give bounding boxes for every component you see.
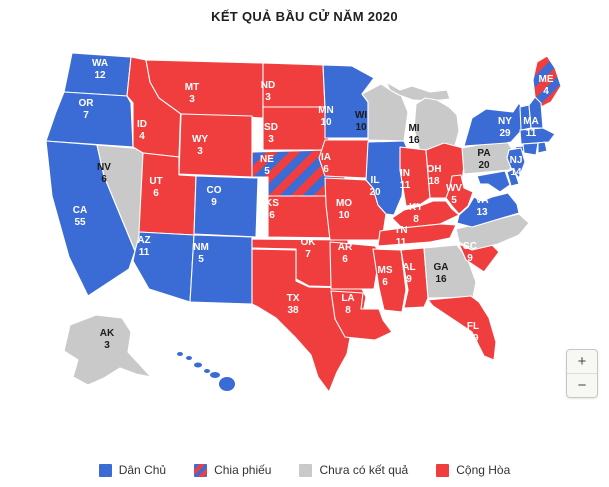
state-NC[interactable]: [455, 213, 530, 251]
state-WI[interactable]: [361, 83, 409, 142]
state-MI[interactable]: [413, 97, 460, 154]
legend-swatch-democrat: [98, 463, 112, 477]
state-NM[interactable]: [189, 234, 253, 305]
state-MI[interactable]: [385, 81, 451, 102]
legend-item-democrat[interactable]: Dân Chủ: [98, 463, 167, 477]
state-RI[interactable]: [537, 141, 548, 154]
state-TN[interactable]: [377, 223, 457, 247]
state-AZ[interactable]: [132, 231, 195, 303]
state-HI[interactable]: [219, 377, 235, 391]
state-HI[interactable]: [177, 352, 183, 356]
map-zoom-controls: + −: [566, 349, 598, 398]
zoom-out-button[interactable]: −: [567, 374, 597, 397]
state-CO[interactable]: [193, 175, 259, 238]
state-ND[interactable]: [262, 62, 326, 108]
state-HI[interactable]: [204, 369, 210, 373]
legend-swatch-split: [194, 463, 208, 477]
legend-item-republican[interactable]: Cộng Hòa: [436, 463, 510, 477]
state-GA[interactable]: [423, 244, 477, 299]
legend-item-no_result[interactable]: Chưa có kết quả: [299, 463, 408, 477]
legend-swatch-republican: [436, 463, 450, 477]
state-FL[interactable]: [427, 295, 497, 361]
state-NJ[interactable]: [506, 147, 526, 179]
state-KY[interactable]: [391, 200, 460, 229]
legend-label-democrat: Dân Chủ: [118, 463, 167, 477]
state-TX[interactable]: [251, 248, 367, 393]
state-MN[interactable]: [322, 64, 375, 139]
state-HI[interactable]: [186, 356, 192, 360]
legend-label-no_result: Chưa có kết quả: [319, 463, 409, 477]
state-MS[interactable]: [372, 248, 407, 313]
legend-label-republican: Cộng Hòa: [456, 463, 511, 477]
state-MA[interactable]: [519, 127, 556, 145]
state-NH[interactable]: [528, 96, 544, 129]
state-IN[interactable]: [399, 146, 431, 207]
state-AK[interactable]: [63, 314, 152, 386]
state-WA[interactable]: [63, 52, 132, 97]
zoom-controls-divider: [567, 373, 597, 374]
state-NY[interactable]: [463, 102, 525, 147]
zoom-in-button[interactable]: +: [567, 350, 597, 373]
state-HI[interactable]: [194, 362, 202, 368]
state-WV[interactable]: [445, 174, 474, 215]
state-DE[interactable]: [506, 168, 520, 187]
legend-item-split[interactable]: Chia phiếu: [194, 463, 271, 477]
state-CT[interactable]: [522, 142, 539, 156]
state-LA[interactable]: [330, 290, 393, 341]
state-MD[interactable]: [476, 170, 511, 193]
state-WY[interactable]: [178, 113, 253, 178]
legend: Dân Chủ Chia phiếu Chưa có kết quả Cộng Hòa: [0, 463, 609, 477]
state-HI[interactable]: [210, 372, 220, 378]
state-ME[interactable]: [532, 55, 562, 108]
state-SD[interactable]: [262, 106, 331, 151]
page-title: KẾT QUẢ BẦU CỬ NĂM 2020: [211, 9, 398, 24]
legend-label-split: Chia phiếu: [214, 463, 272, 477]
legend-swatch-no_result: [299, 463, 313, 477]
state-OR[interactable]: [45, 91, 134, 148]
state-VA[interactable]: [456, 192, 520, 228]
